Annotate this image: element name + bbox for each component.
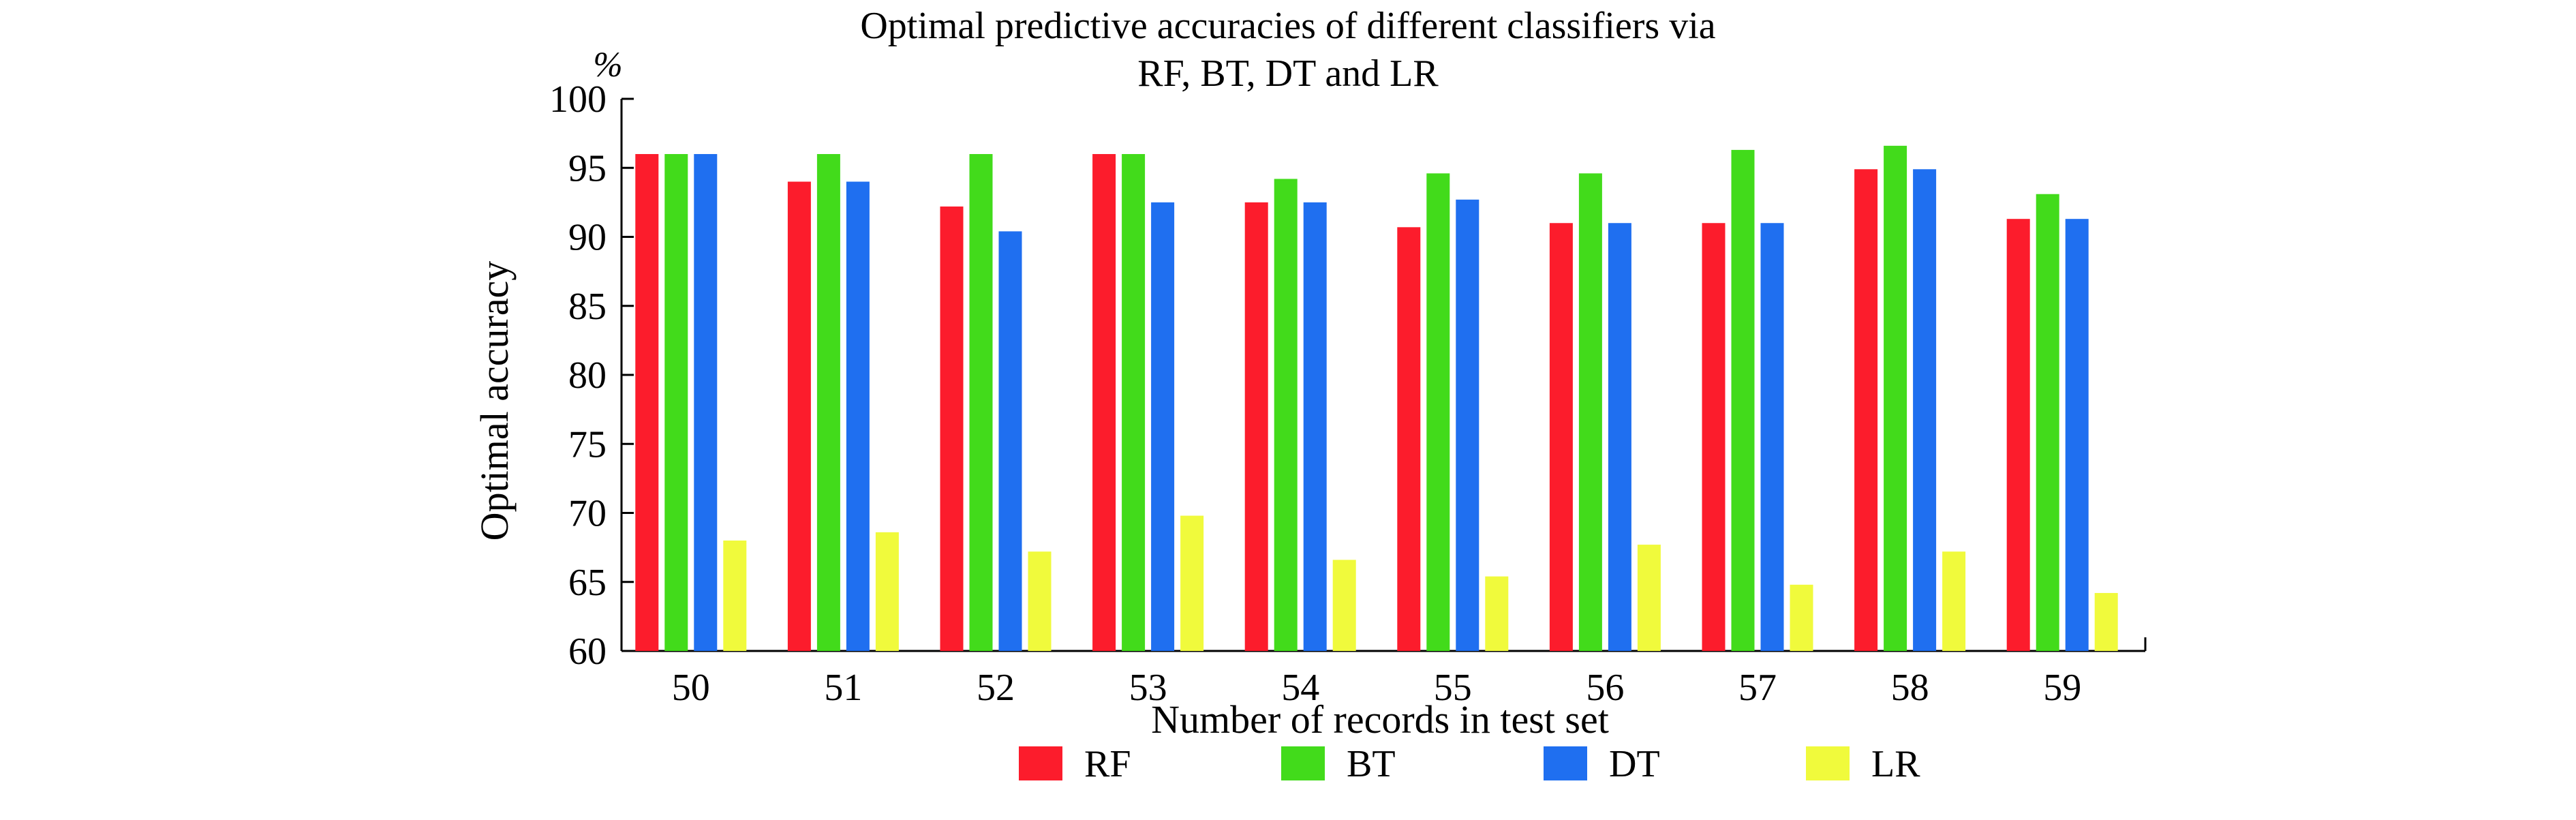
bar-dt-55: [1456, 199, 1479, 651]
bar-rf-59: [2006, 219, 2030, 651]
x-tick-label: 57: [1738, 667, 1777, 709]
y-tick-label: 75: [568, 423, 607, 466]
y-tick-label: 85: [568, 286, 607, 328]
bar-bt-58: [1884, 145, 1907, 652]
y-axis-label: Optimal accuracy: [472, 261, 517, 541]
bar-dt-58: [1913, 169, 1937, 651]
bar-lr-55: [1485, 576, 1509, 651]
bar-dt-50: [694, 154, 718, 651]
bar-rf-56: [1549, 223, 1573, 651]
chart-title-line-1: Optimal predictive accuracies of differe…: [860, 5, 1715, 47]
bar-lr-54: [1332, 560, 1356, 651]
bar-bt-54: [1274, 179, 1298, 651]
y-tick-label: 70: [568, 493, 607, 535]
bar-bt-55: [1426, 173, 1450, 652]
bar-bt-50: [664, 154, 688, 651]
bar-lr-53: [1180, 515, 1204, 651]
x-tick-label: 58: [1891, 667, 1929, 709]
bar-rf-58: [1854, 169, 1878, 651]
legend-label-bt: BT: [1347, 743, 1396, 785]
x-tick-label: 59: [2043, 667, 2081, 709]
bar-rf-57: [1702, 223, 1726, 651]
chart-title: Optimal predictive accuracies of differe…: [860, 5, 1715, 95]
y-tick-label: 100: [549, 78, 607, 121]
bar-lr-50: [723, 541, 747, 651]
bar-rf-55: [1397, 227, 1421, 651]
bar-lr-57: [1790, 584, 1813, 651]
bar-dt-51: [846, 181, 870, 651]
x-tick-label: 53: [1129, 667, 1167, 709]
bar-lr-51: [875, 532, 899, 651]
x-tick-label: 56: [1586, 667, 1624, 709]
x-tick-label: 55: [1434, 667, 1472, 709]
legend-label-dt: DT: [1609, 743, 1660, 785]
bar-bt-53: [1122, 154, 1146, 651]
y-tick-label: 65: [568, 562, 607, 604]
bar-dt-54: [1303, 202, 1327, 651]
bar-lr-59: [2094, 592, 2118, 651]
bar-bt-57: [1731, 149, 1755, 652]
bar-dt-53: [1151, 202, 1175, 651]
x-axis-label: Number of records in test set: [1151, 697, 1609, 742]
bar-dt-59: [2065, 219, 2089, 651]
bar-lr-56: [1637, 545, 1661, 651]
bar-bt-52: [969, 154, 993, 651]
y-tick-label: 95: [568, 147, 607, 189]
bar-bt-51: [816, 154, 840, 651]
legend-swatch-bt: [1281, 746, 1325, 780]
x-tick-label: 51: [824, 667, 862, 709]
chart-title-line-2: RF, BT, DT and LR: [1137, 52, 1439, 95]
ticks: 60 65 70 75 80 85 90 95 100 50 51 52 53 54 55 56 57 58 59: [549, 78, 2081, 709]
bar-bt-59: [2036, 194, 2059, 652]
bar-dt-57: [1760, 223, 1784, 651]
legend-label-lr: LR: [1871, 743, 1920, 785]
bar-bt-56: [1578, 173, 1602, 652]
bar-dt-56: [1608, 223, 1631, 651]
y-tick-label: 60: [568, 631, 607, 673]
bar-lr-58: [1942, 551, 1966, 651]
bar-rf-51: [787, 181, 811, 651]
legend-label-rf: RF: [1084, 743, 1131, 785]
legend-swatch-dt: [1544, 746, 1587, 780]
y-tick-label: 90: [568, 217, 607, 259]
bar-rf-54: [1244, 202, 1268, 651]
bar-rf-52: [940, 206, 964, 651]
y-axis-unit: %: [593, 46, 622, 85]
bar-rf-53: [1092, 154, 1116, 651]
bar-lr-52: [1028, 551, 1052, 651]
bar-dt-52: [998, 231, 1022, 651]
legend: RF BT DT LR: [1019, 743, 1920, 785]
x-tick-label: 52: [977, 667, 1015, 709]
x-tick-label: 54: [1281, 667, 1319, 709]
legend-swatch-lr: [1806, 746, 1850, 780]
legend-swatch-rf: [1019, 746, 1062, 780]
bar-rf-50: [635, 154, 659, 651]
y-tick-label: 80: [568, 354, 607, 397]
bars: [635, 145, 2118, 652]
x-tick-label: 50: [672, 667, 710, 709]
